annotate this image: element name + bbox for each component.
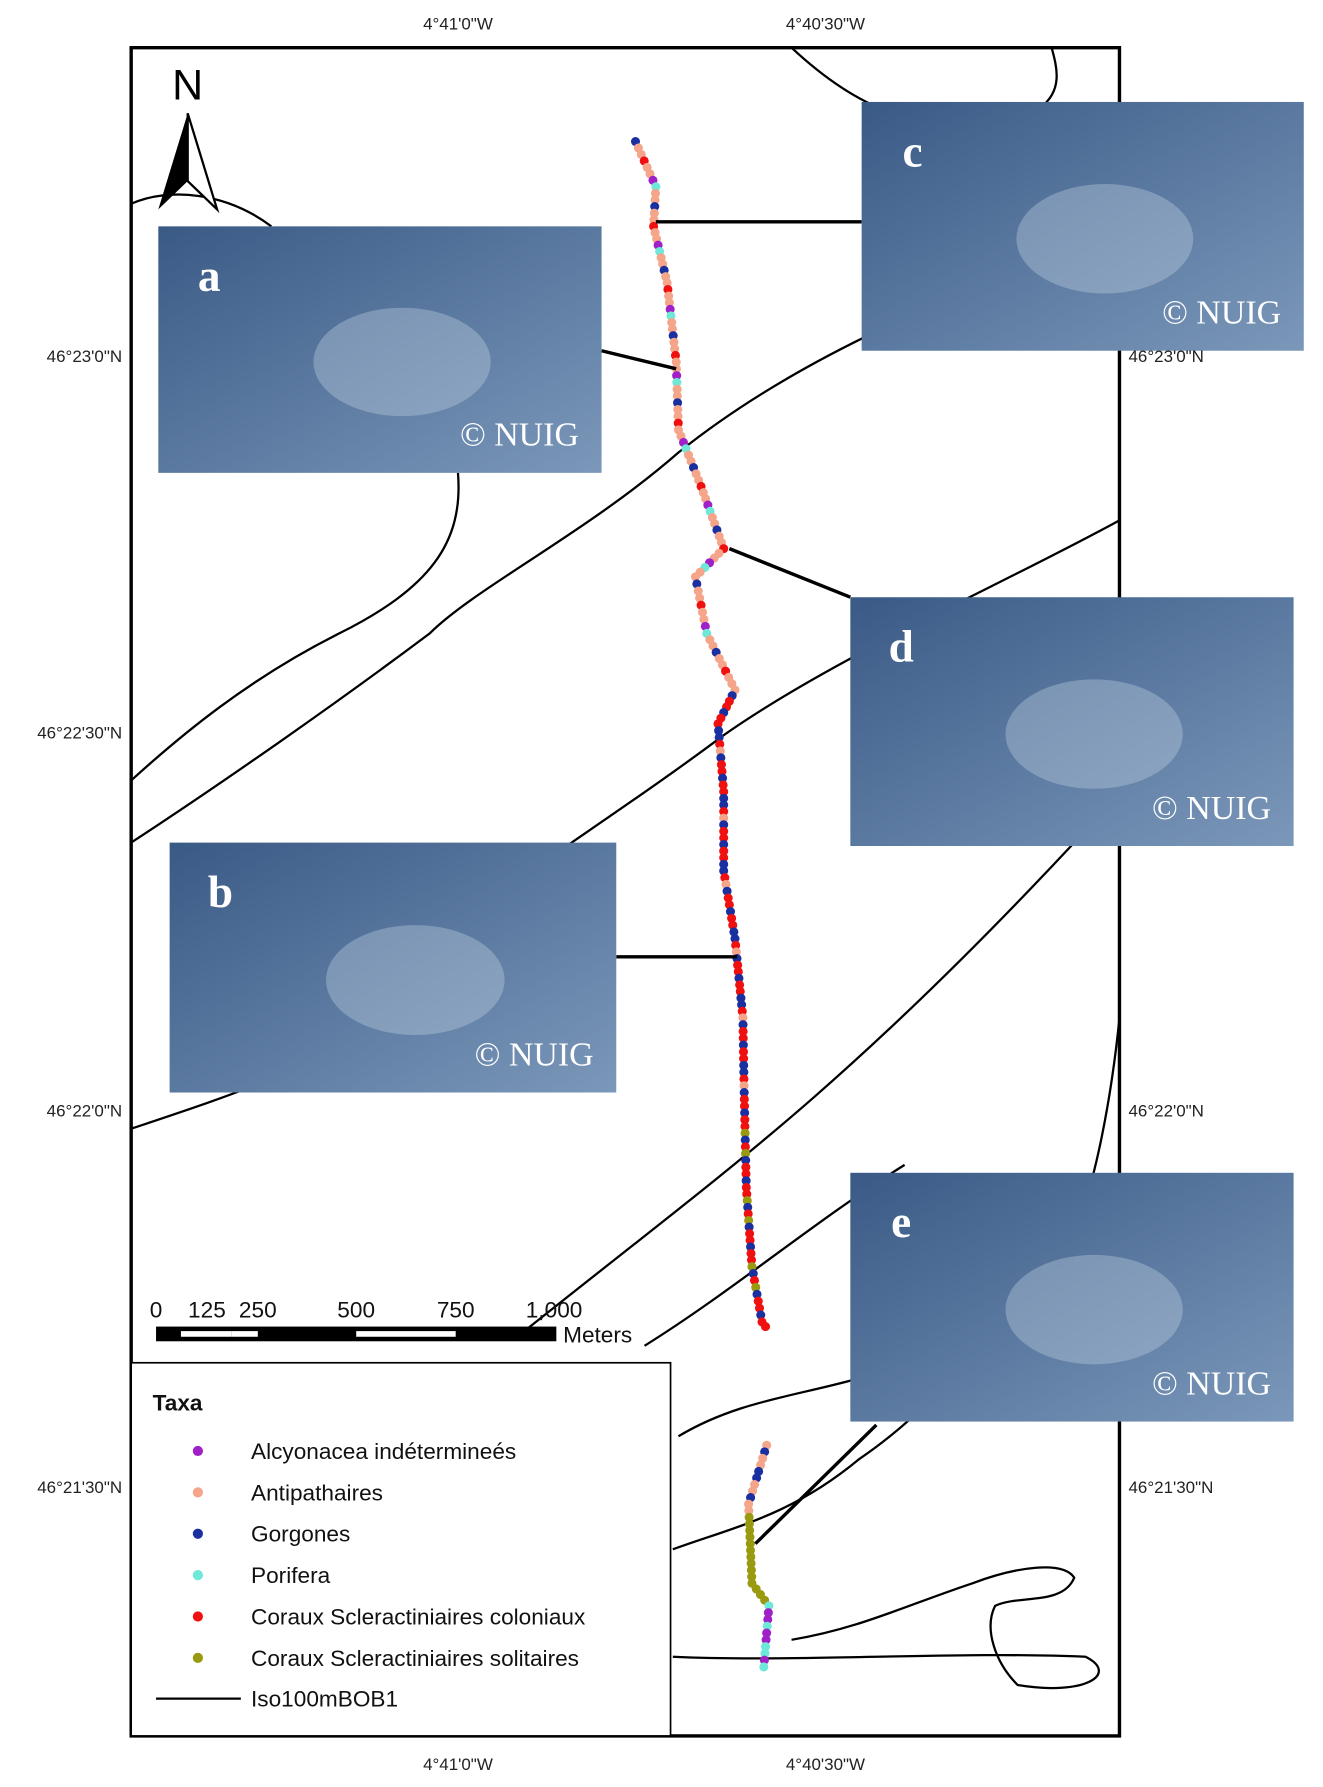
scale-unit: Meters	[563, 1322, 632, 1347]
legend-marker	[193, 1653, 203, 1663]
legend-marker	[193, 1570, 203, 1580]
photo-detail	[1016, 184, 1193, 293]
legend-label: Porifera	[251, 1563, 331, 1588]
axis-label-bottom: 4°40'30"W	[786, 1755, 865, 1774]
photo-credit: © NUIG	[1152, 790, 1271, 827]
legend-label: Coraux Scleractiniaires coloniaux	[251, 1604, 586, 1629]
axis-label-right: 46°21'30"N	[1129, 1478, 1214, 1497]
axis-label-top: 4°41'0"W	[423, 15, 493, 34]
legend-title: Taxa	[153, 1390, 203, 1415]
photo-label: a	[198, 251, 221, 301]
scale-label: 750	[437, 1298, 475, 1323]
axis-label-left: 46°22'0"N	[47, 1101, 122, 1120]
axis-label-left: 46°22'30"N	[37, 724, 122, 743]
photo-credit: © NUIG	[1152, 1365, 1271, 1402]
photo-label: c	[902, 126, 922, 176]
axis-label-top: 4°40'30"W	[786, 15, 865, 34]
axis-label-left: 46°21'30"N	[37, 1478, 122, 1497]
legend-label: Iso100mBOB1	[251, 1687, 398, 1712]
legend-label: Coraux Scleractiniaires solitaires	[251, 1646, 579, 1671]
photo-credit: © NUIG	[460, 417, 579, 454]
scale-bar-segment	[356, 1331, 456, 1337]
track-point	[761, 1322, 770, 1331]
photo-label: e	[891, 1197, 911, 1247]
photo-detail	[326, 925, 505, 1035]
scale-label: 125	[188, 1298, 226, 1323]
track-point	[759, 1662, 768, 1671]
axis-label-right: 46°22'0"N	[1129, 1101, 1204, 1120]
legend-box	[131, 1363, 670, 1736]
axis-label-left: 46°23'0"N	[47, 347, 122, 366]
north-label: N	[172, 62, 203, 110]
legend-label: Alcyonacea indétermineés	[251, 1439, 516, 1464]
map: N a © NUIG c © NUIG d © NUIG b © NUIG e © NUIG 0 12…	[0, 0, 1323, 1787]
scale-label: 250	[239, 1298, 277, 1323]
legend-label: Gorgones	[251, 1522, 350, 1547]
photo-label: d	[889, 622, 914, 672]
photo-label: b	[208, 867, 233, 917]
scale-bar-segment	[232, 1331, 258, 1337]
photo-detail	[313, 308, 490, 416]
scale-bar-segment	[181, 1331, 232, 1337]
photo-credit: © NUIG	[475, 1036, 594, 1073]
scale-label: 1,000	[526, 1298, 583, 1323]
page: N a © NUIG c © NUIG d © NUIG b © NUIG e © NUIG 0 12…	[0, 0, 1323, 1787]
legend-marker	[193, 1487, 203, 1497]
photo-detail	[1005, 679, 1182, 788]
legend-marker	[193, 1529, 203, 1539]
legend-label: Antipathaires	[251, 1480, 383, 1505]
axis-label-right: 46°23'0"N	[1129, 347, 1204, 366]
legend-marker	[193, 1446, 203, 1456]
legend-marker	[193, 1611, 203, 1621]
scale-label: 500	[337, 1298, 375, 1323]
axis-label-bottom: 4°41'0"W	[423, 1755, 493, 1774]
photo-credit: © NUIG	[1162, 295, 1281, 332]
photo-detail	[1005, 1255, 1182, 1364]
scale-label: 0	[150, 1298, 163, 1323]
